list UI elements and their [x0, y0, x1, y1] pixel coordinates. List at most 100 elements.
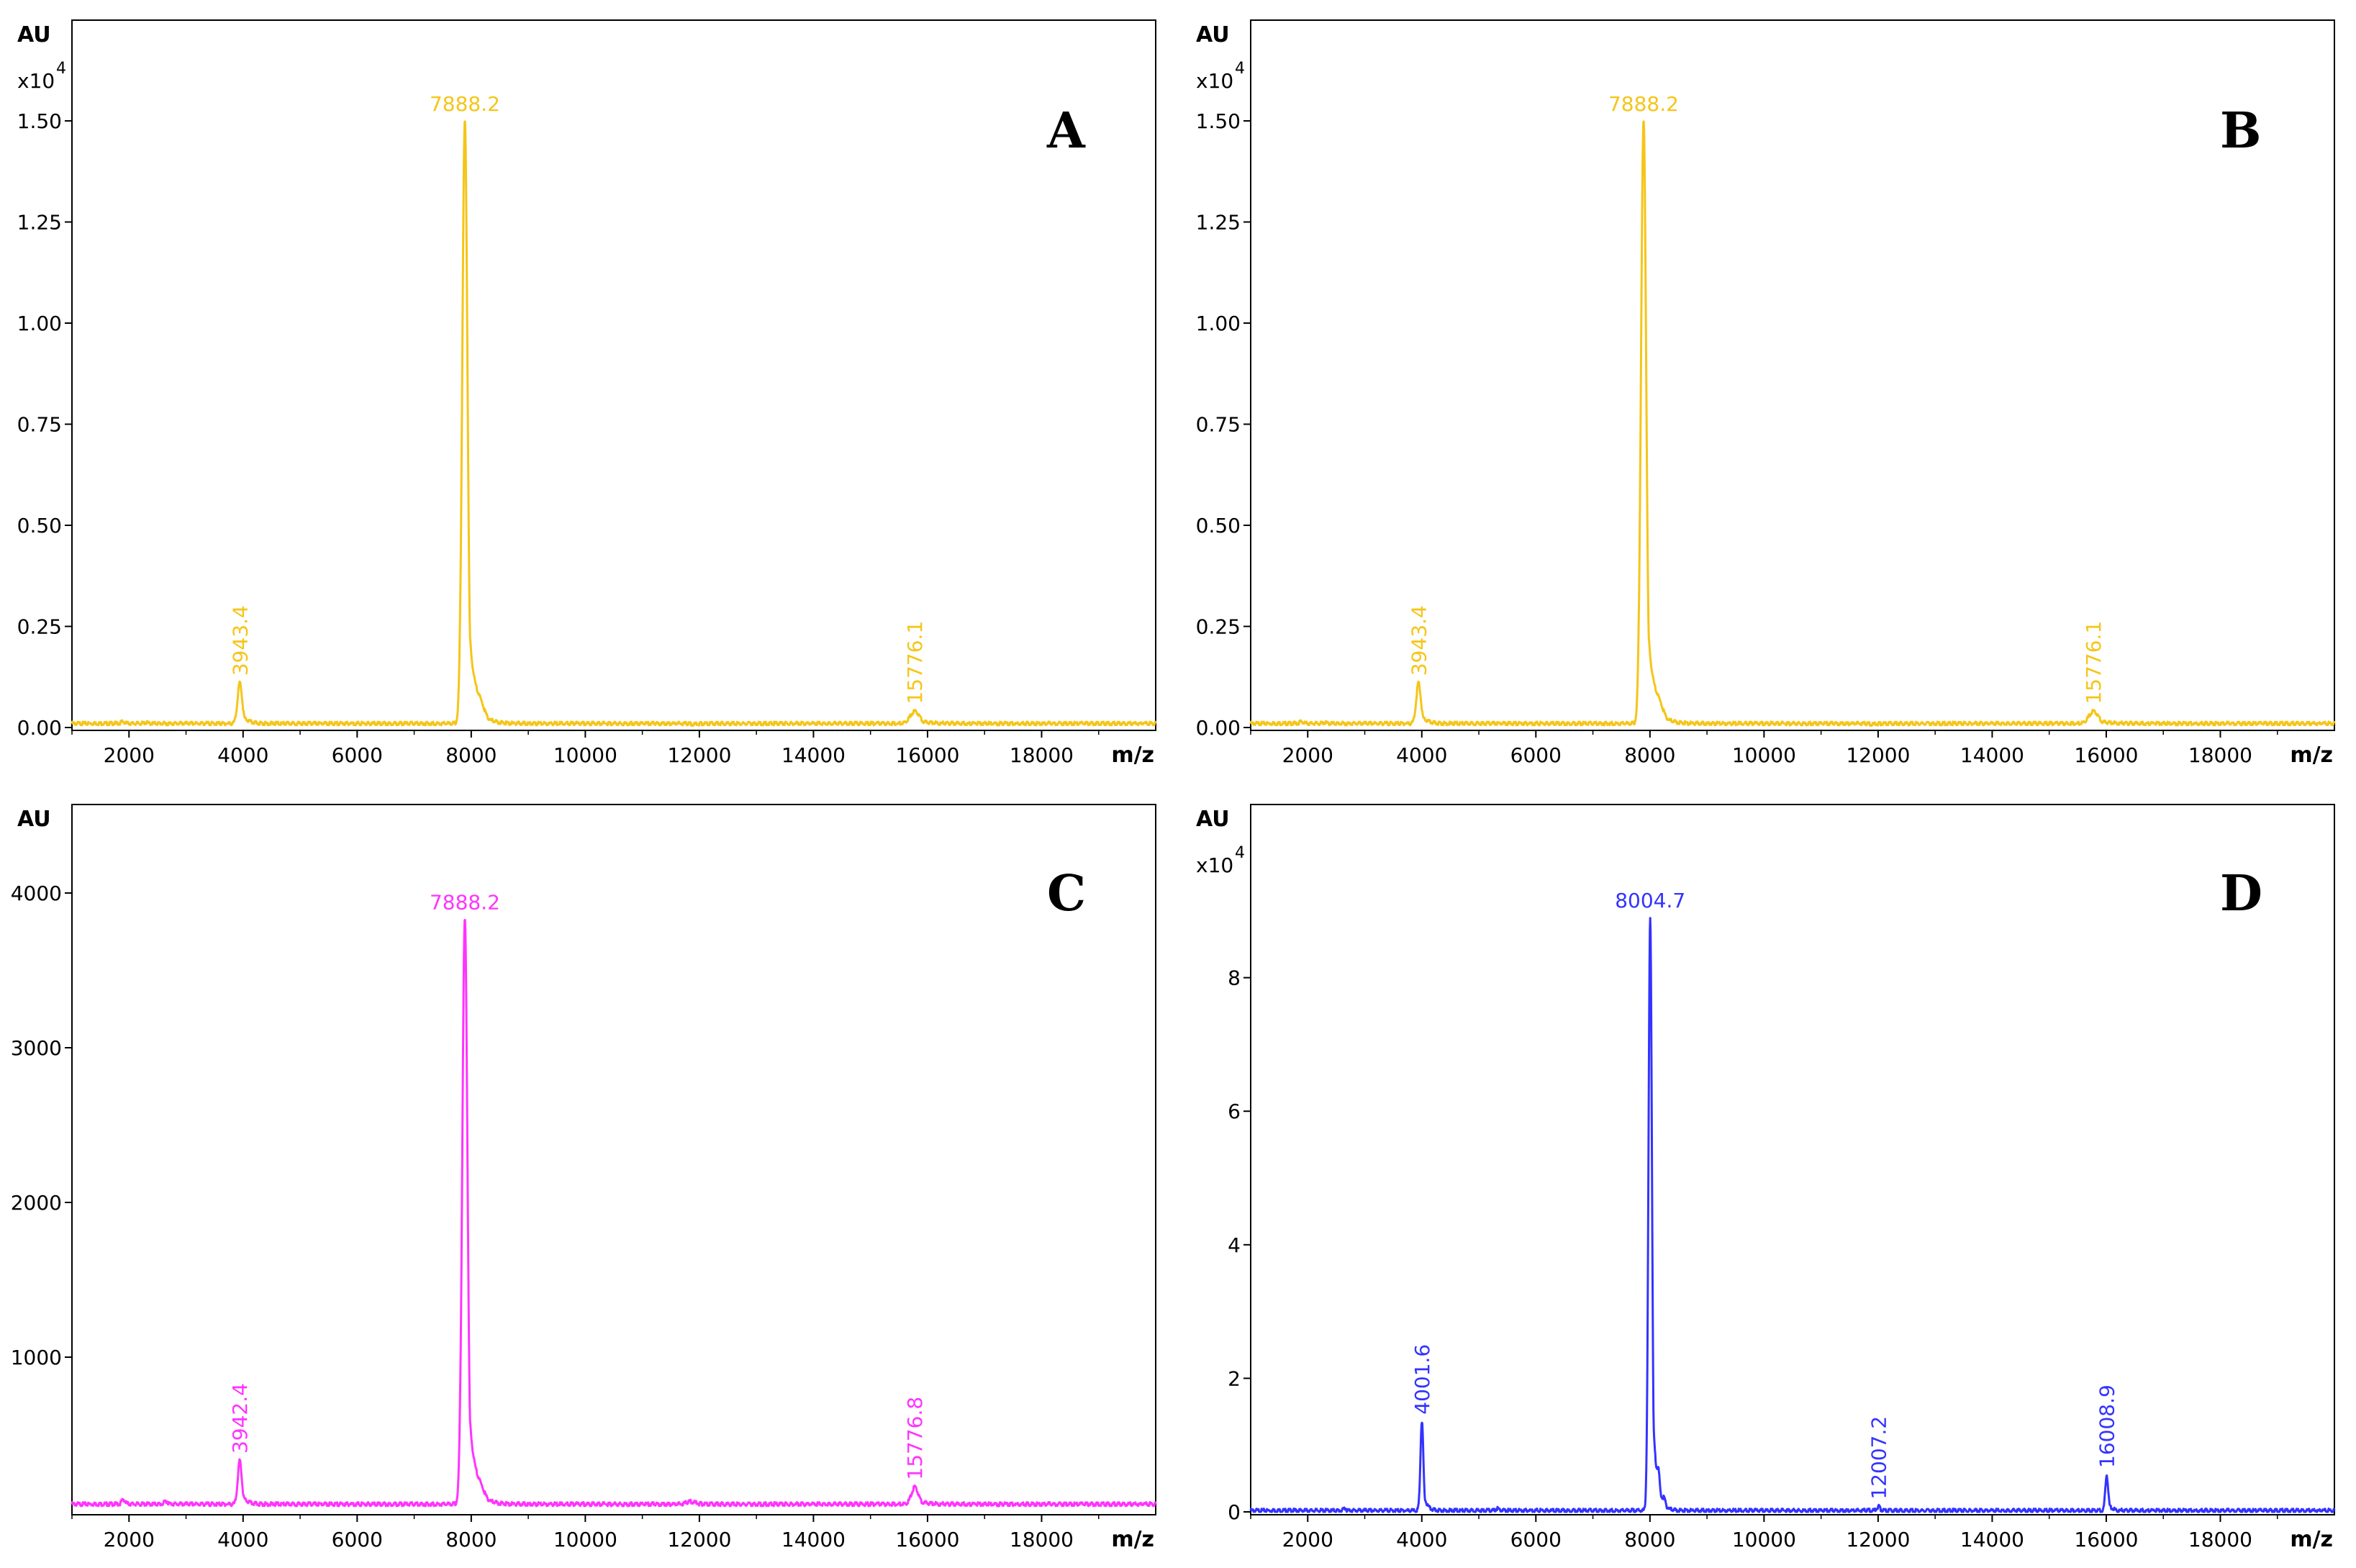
peak-label: 3943.4 — [228, 605, 252, 676]
y-tick-label: 0.50 — [1196, 514, 1241, 538]
peak-label: 7888.2 — [430, 92, 500, 116]
x-axis-unit: m/z — [2290, 1527, 2333, 1552]
y-scale-exponent: x10 — [1196, 69, 1233, 93]
y-scale-power: 4 — [1235, 844, 1245, 862]
y-tick-label: 0 — [1228, 1500, 1241, 1524]
y-axis-unit: AU — [17, 807, 51, 832]
x-tick-label: 6000 — [332, 1528, 383, 1551]
x-tick-label: 14000 — [781, 1528, 846, 1551]
peak-label: 15776.8 — [903, 1397, 927, 1480]
x-tick-label: 16000 — [2074, 1528, 2138, 1551]
peak-label: 7888.2 — [430, 891, 500, 915]
y-tick-label: 6 — [1228, 1100, 1241, 1123]
y-tick-label: 0.50 — [17, 514, 62, 538]
peak-label: 7888.2 — [1608, 92, 1679, 116]
panel-letter: A — [1046, 102, 1086, 160]
peak-label: 3942.4 — [228, 1383, 252, 1454]
y-scale-power: 4 — [56, 60, 66, 78]
x-tick-label: 10000 — [553, 1528, 617, 1551]
x-tick-label: 4000 — [1396, 743, 1447, 767]
x-tick-label: 10000 — [1732, 743, 1796, 767]
x-tick-label: 4000 — [1396, 1528, 1447, 1551]
peak-label: 16008.9 — [2096, 1385, 2119, 1468]
x-tick-label: 8000 — [1624, 743, 1675, 767]
x-tick-label: 14000 — [1960, 1528, 2024, 1551]
peak-label: 8004.7 — [1615, 889, 1685, 912]
x-tick-label: 2000 — [1282, 1528, 1333, 1551]
x-tick-label: 14000 — [1960, 743, 2024, 767]
y-tick-label: 1.00 — [1196, 312, 1241, 335]
y-tick-label: 2 — [1228, 1367, 1241, 1390]
x-tick-label: 10000 — [553, 743, 617, 767]
y-tick-label: 1.50 — [17, 109, 62, 133]
y-tick-label: 0.00 — [1196, 716, 1241, 740]
y-tick-label: 0.00 — [17, 716, 62, 740]
x-tick-label: 12000 — [667, 1528, 731, 1551]
y-scale-exponent: x10 — [17, 69, 55, 93]
x-tick-label: 10000 — [1732, 1528, 1796, 1551]
y-tick-label: 1.25 — [1196, 211, 1241, 235]
x-tick-label: 18000 — [2188, 743, 2252, 767]
y-tick-label: 0.25 — [17, 615, 62, 639]
plot-frame — [71, 804, 1156, 1515]
y-tick-label: 0.25 — [1196, 615, 1241, 639]
y-tick-label: 4 — [1228, 1233, 1241, 1257]
panel-letter: D — [2220, 865, 2262, 923]
peak-label: 4001.6 — [1410, 1344, 1434, 1415]
y-tick-label: 1.25 — [17, 211, 62, 235]
spectrum-trace — [1249, 917, 2336, 1513]
y-tick-label: 1.00 — [17, 312, 62, 335]
x-axis-unit: m/z — [2290, 743, 2333, 768]
y-scale-power: 4 — [1235, 60, 1245, 78]
panel-letter: B — [2220, 102, 2261, 160]
x-tick-label: 6000 — [332, 743, 383, 767]
peak-label: 15776.1 — [903, 621, 927, 704]
peak-label: 3943.4 — [1407, 605, 1431, 676]
plot-frame — [1250, 19, 2335, 731]
y-tick-label: 4000 — [11, 882, 62, 905]
peak-label: 15776.1 — [2082, 621, 2106, 704]
y-tick-label: 3000 — [11, 1036, 62, 1060]
peak-label: 12007.2 — [1867, 1416, 1890, 1500]
y-tick-label: 0.75 — [17, 413, 62, 437]
y-scale-exponent: x10 — [1196, 853, 1233, 877]
x-tick-label: 12000 — [1846, 1528, 1910, 1551]
x-tick-label: 2000 — [1282, 743, 1333, 767]
y-tick-label: 1.50 — [1196, 109, 1241, 133]
x-tick-label: 8000 — [445, 1528, 497, 1551]
x-tick-label: 18000 — [1010, 1528, 1074, 1551]
spectrum-trace — [1249, 120, 2336, 728]
x-tick-label: 16000 — [2074, 743, 2138, 767]
x-tick-label: 2000 — [104, 743, 155, 767]
x-tick-label: 12000 — [1846, 743, 1910, 767]
x-tick-label: 12000 — [667, 743, 731, 767]
x-axis-unit: m/z — [1111, 1527, 1154, 1552]
y-axis-unit: AU — [1196, 807, 1230, 832]
x-tick-label: 6000 — [1510, 743, 1562, 767]
x-tick-label: 14000 — [781, 743, 846, 767]
x-tick-label: 8000 — [445, 743, 497, 767]
x-tick-label: 4000 — [217, 1528, 268, 1551]
plot-frame — [71, 19, 1156, 731]
plot-frame — [1250, 804, 2335, 1515]
y-tick-label: 1000 — [11, 1346, 62, 1369]
y-tick-label: 8 — [1228, 966, 1241, 990]
x-tick-label: 4000 — [217, 743, 268, 767]
x-tick-label: 16000 — [895, 1528, 959, 1551]
x-axis-unit: m/z — [1111, 743, 1154, 768]
spectrum-trace — [71, 120, 1157, 728]
x-tick-label: 6000 — [1510, 1528, 1562, 1551]
panel-c: AU 1000 2000 3000 4000 2000 4000 6000 8000 10000 1… — [11, 804, 1157, 1552]
x-tick-label: 18000 — [1010, 743, 1074, 767]
y-tick-label: 0.75 — [1196, 413, 1241, 437]
x-tick-label: 8000 — [1624, 1528, 1675, 1551]
y-axis-unit: AU — [1196, 22, 1230, 47]
panel-letter: C — [1047, 865, 1086, 923]
y-tick-label: 2000 — [11, 1191, 62, 1215]
x-tick-label: 18000 — [2188, 1528, 2252, 1551]
x-tick-label: 16000 — [895, 743, 959, 767]
